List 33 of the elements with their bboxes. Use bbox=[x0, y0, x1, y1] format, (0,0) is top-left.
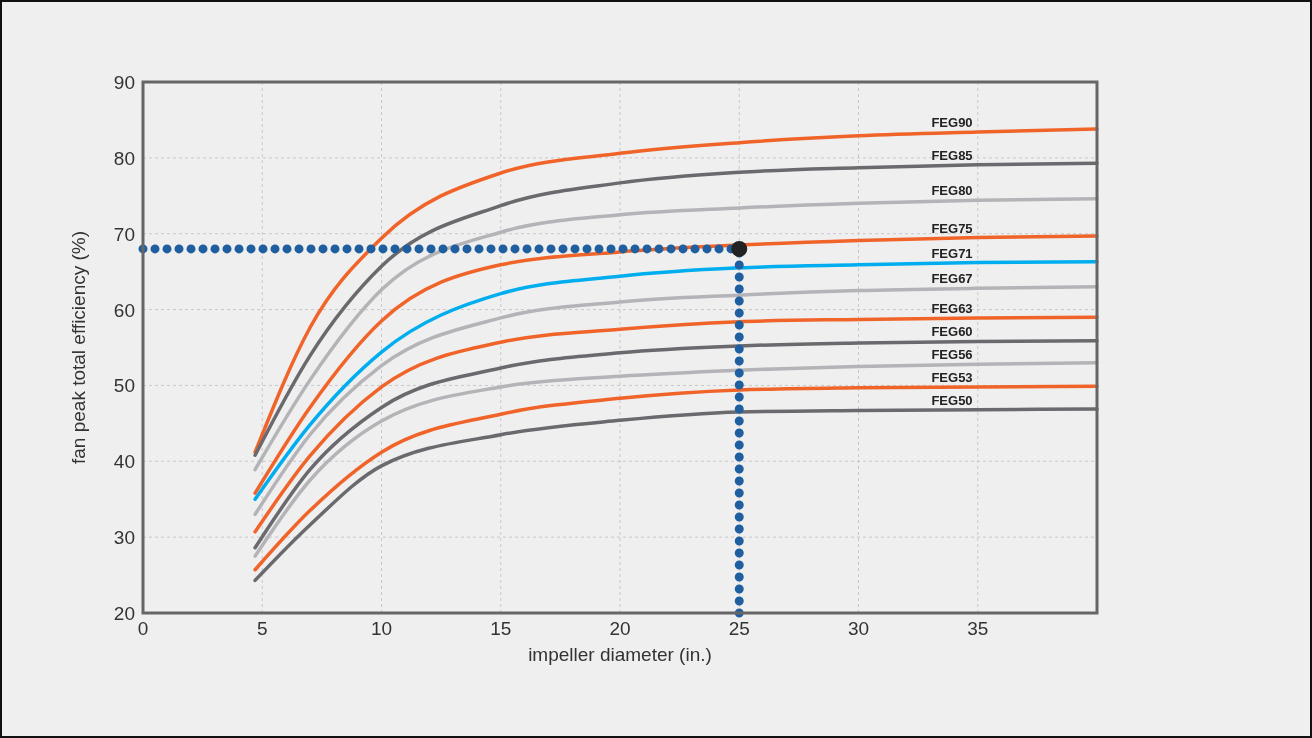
series-label: FEG56 bbox=[931, 347, 973, 363]
x-tick-label: 30 bbox=[847, 618, 870, 639]
series-label: FEG90 bbox=[931, 115, 973, 131]
series-label: FEG67 bbox=[931, 271, 973, 287]
x-tick-label: 10 bbox=[370, 618, 393, 639]
y-tick-label: 20 bbox=[113, 603, 135, 624]
y-tick-label: 90 bbox=[113, 72, 135, 93]
y-tick-label: 60 bbox=[113, 299, 135, 321]
series-label: FEG75 bbox=[931, 220, 973, 236]
line-series bbox=[253, 384, 1099, 572]
y-tick-label: 70 bbox=[113, 223, 135, 245]
y-axis-title: fan peak total efficiency (%) bbox=[68, 230, 89, 465]
line-series bbox=[253, 285, 1099, 517]
line-series bbox=[253, 197, 1099, 472]
series-label: FEG85 bbox=[931, 147, 973, 163]
y-tick-label: 30 bbox=[113, 527, 135, 549]
series-label: FEG63 bbox=[931, 300, 973, 316]
line-series bbox=[253, 315, 1099, 534]
series-label: FEG71 bbox=[931, 245, 973, 261]
series-label: FEG60 bbox=[931, 324, 973, 340]
series-label: FEG80 bbox=[931, 183, 973, 199]
y-tick-label: 80 bbox=[113, 147, 135, 169]
x-tick-label: 35 bbox=[967, 618, 989, 639]
x-tick-label: 25 bbox=[728, 618, 750, 639]
x-tick-label: 5 bbox=[256, 618, 268, 639]
series-label: FEG50 bbox=[931, 392, 973, 408]
x-tick-label: 0 bbox=[137, 618, 149, 639]
x-axis-title: impeller diameter (in.) bbox=[528, 644, 712, 665]
y-tick-label: 50 bbox=[113, 375, 135, 397]
y-tick-label: 40 bbox=[113, 451, 135, 473]
x-tick-label: 15 bbox=[490, 618, 512, 639]
series-label: FEG53 bbox=[931, 369, 973, 385]
x-tick-label: 20 bbox=[609, 618, 631, 639]
